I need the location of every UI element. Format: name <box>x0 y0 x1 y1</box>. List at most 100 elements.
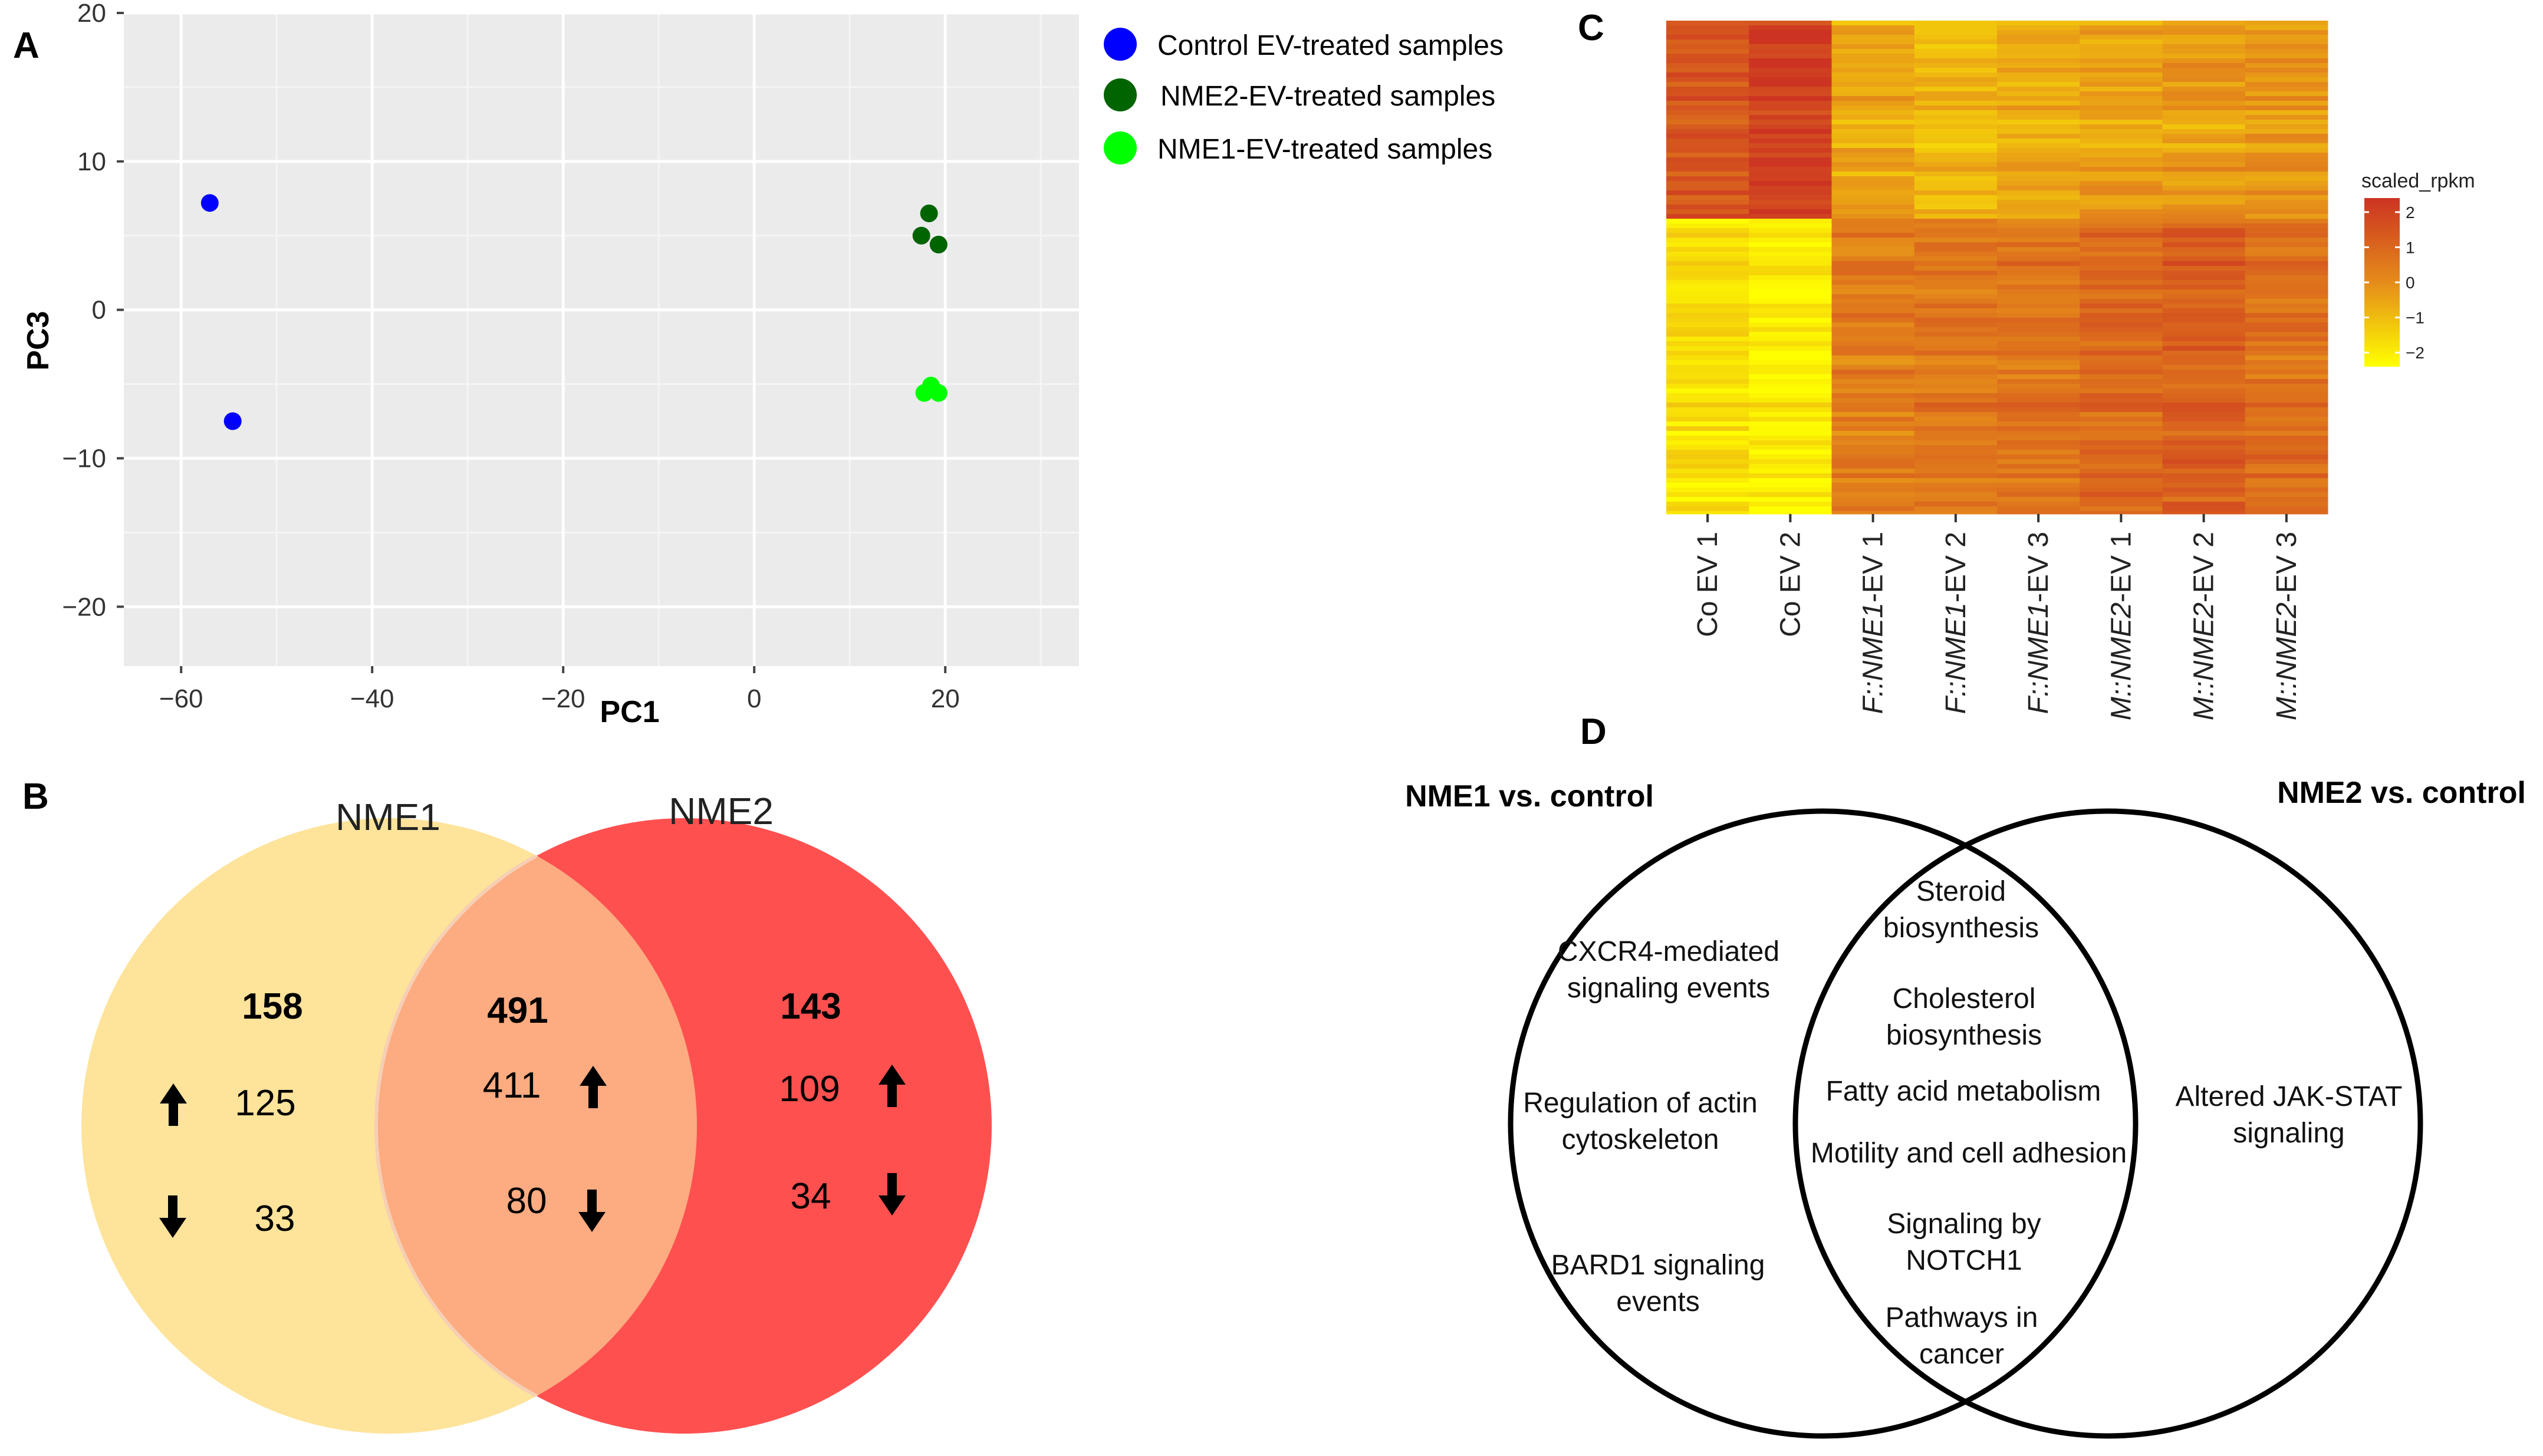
heatmap-cell <box>1749 35 1832 40</box>
heatmap-cell <box>2080 162 2163 167</box>
heatmap-cell <box>1997 143 2080 149</box>
heatmap-cell <box>1749 209 1832 215</box>
heatmap-cell <box>1831 346 1915 351</box>
heatmap-cell <box>1831 313 1915 318</box>
heatmap-cell <box>2080 459 2163 465</box>
heatmap-cell <box>1997 214 2080 219</box>
heatmap-cell <box>1914 473 1998 479</box>
heatmap-cell <box>1997 157 2080 163</box>
heatmap-cell <box>2080 25 2163 31</box>
heatmap-cell <box>2245 167 2328 172</box>
heatmap-cell <box>1666 242 1749 248</box>
heatmap-cell <box>1997 247 2080 252</box>
heatmap-cell <box>1749 106 1832 111</box>
pathway-item-shared: Pathways in <box>1886 1302 2038 1333</box>
heatmap-cell <box>1831 280 1915 285</box>
heatmap-cell <box>1666 162 1749 167</box>
heatmap-cell <box>2080 313 2163 318</box>
heatmap-cell <box>2162 87 2246 92</box>
scatter-point <box>915 384 933 402</box>
heatmap-cell <box>2080 464 2163 469</box>
heatmap-cell <box>2080 299 2163 304</box>
heatmap-cell <box>1749 271 1832 276</box>
heatmap-cell <box>2162 280 2246 285</box>
heatmap-cell <box>1831 332 1915 337</box>
heatmap-cell <box>1666 299 1749 304</box>
heatmap-cell <box>1831 44 1915 50</box>
heatmap-cell <box>1666 256 1749 262</box>
heatmap-cell <box>2162 228 2246 233</box>
heatmap-cell <box>1997 124 2080 130</box>
heatmap-cell <box>2080 318 2163 323</box>
heatmap-cell <box>1997 181 2080 186</box>
heatmap-cell <box>1666 153 1749 158</box>
heatmap-cell <box>2080 195 2163 200</box>
heatmap-cell <box>1749 238 1832 243</box>
heatmap-cell <box>2245 176 2328 182</box>
heatmap-cell <box>2162 285 2246 290</box>
heatmap-cell <box>2162 506 2246 512</box>
heatmap-cell <box>1997 327 2080 332</box>
heatmap-cell <box>1749 403 1832 408</box>
y-tick-label: −20 <box>62 592 106 621</box>
heatmap-cell <box>1997 271 2080 276</box>
overlap-total: 491 <box>487 990 548 1031</box>
heatmap-cell <box>2080 39 2163 45</box>
heatmap-cell <box>1997 379 2080 384</box>
heatmap-cell <box>1914 233 1998 238</box>
heatmap-cell <box>1831 54 1915 59</box>
heatmap-cell <box>1666 233 1749 238</box>
heatmap-cell <box>1914 313 1998 318</box>
heatmap-cell <box>1914 77 1998 83</box>
heatmap-cell <box>1914 247 1998 252</box>
heatmap-cell <box>1831 445 1915 450</box>
heatmap-cell <box>2245 332 2328 337</box>
heatmap-cell <box>1749 473 1832 479</box>
heatmap-cell <box>1914 167 1998 172</box>
heatmap-cell <box>1666 393 1749 398</box>
heatmap-cell <box>1831 417 1915 422</box>
heatmap-cell <box>1666 49 1749 54</box>
heatmap-cell <box>2080 275 2163 281</box>
heatmap-cell <box>2080 469 2163 474</box>
heatmap-cell <box>1666 308 1749 314</box>
heatmap-cell <box>1666 322 1749 328</box>
scatter-legend: Control EV-treated samples NME2-EV-treat… <box>1104 28 1504 165</box>
heatmap-cell <box>1831 68 1915 73</box>
heatmap-cell <box>1914 360 1998 365</box>
heatmap-cell <box>2245 502 2328 507</box>
heatmap-cell <box>1914 162 1998 167</box>
heatmap-cell <box>1666 271 1749 276</box>
heatmap-cell <box>1914 205 1998 210</box>
heatmap-cell <box>2162 39 2246 45</box>
heatmap-cell <box>2080 101 2163 106</box>
heatmap-cell <box>2245 205 2328 210</box>
heatmap-cell <box>1749 25 1832 31</box>
heatmap-cell <box>1914 44 1998 50</box>
heatmap-cell <box>2080 337 2163 342</box>
heatmap-cell <box>1749 511 1832 515</box>
heatmap-cell <box>2080 266 2163 271</box>
heatmap-cell <box>2080 153 2163 158</box>
heatmap-cell <box>1666 120 1749 125</box>
heatmap-cell <box>2162 63 2246 68</box>
heatmap-cell <box>1914 431 1998 436</box>
heatmap-cell <box>1914 139 1998 144</box>
heatmap-cell <box>2245 247 2328 252</box>
heatmap-cell <box>1666 148 1749 153</box>
heatmap-cell <box>2162 115 2246 120</box>
heatmap-cell <box>2245 143 2328 149</box>
heatmap-cell <box>2080 176 2163 182</box>
heatmap-cell <box>1997 110 2080 116</box>
heatmap-cell <box>1997 299 2080 304</box>
heatmap-cell <box>1997 384 2080 389</box>
heatmap-cell <box>1997 511 2080 515</box>
heatmap-cell <box>1997 445 2080 450</box>
heatmap-cell <box>1914 181 1998 186</box>
heatmap-cell <box>1914 238 1998 243</box>
heatmap-cell <box>1831 469 1915 474</box>
heatmap-cell <box>1666 469 1749 474</box>
heatmap-cell <box>1666 96 1749 101</box>
legend-tick-label: 1 <box>2406 238 2415 256</box>
heatmap-cell <box>2162 190 2246 196</box>
